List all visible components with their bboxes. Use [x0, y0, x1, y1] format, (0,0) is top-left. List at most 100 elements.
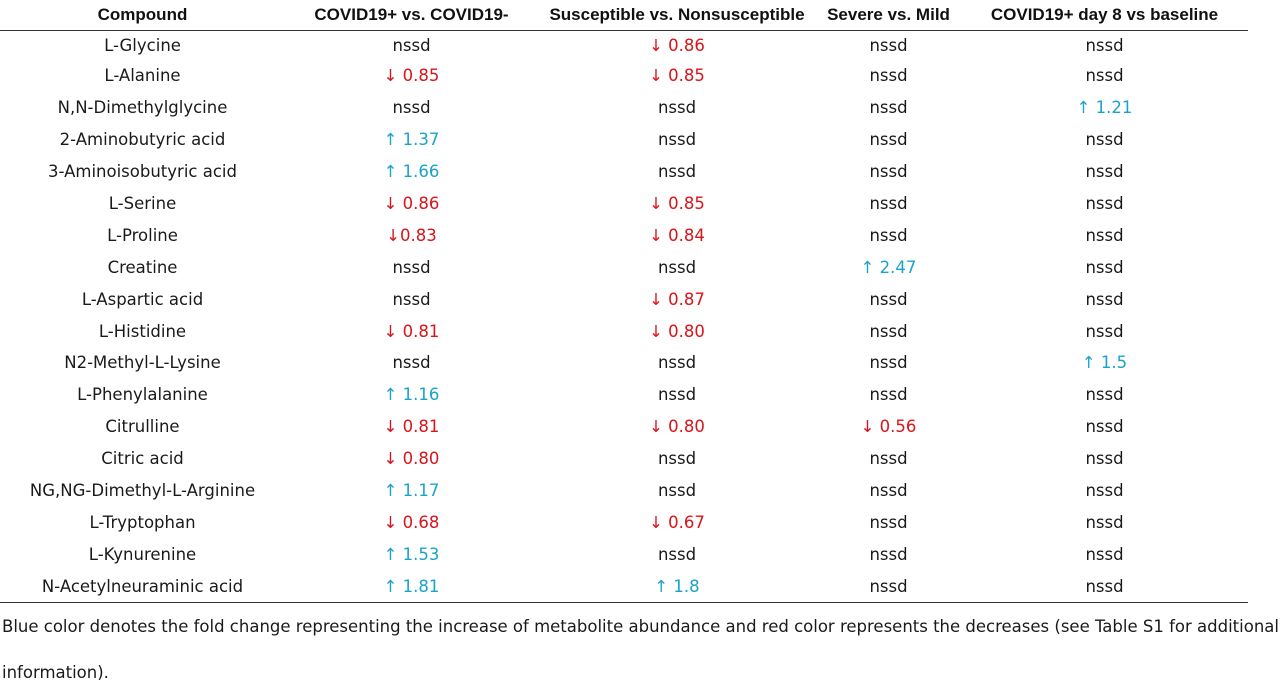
not-significant-cell: nssd [392, 36, 431, 55]
fold-change-decrease-cell: ↓0.83 [386, 225, 437, 245]
fold-change-decrease-cell: ↓ 0.68 [383, 512, 440, 532]
compound-name-cell: L-Tryptophan [89, 512, 196, 532]
table-row: N-Acetylneuraminic acid ↑ 1.81 ↑ 1.8 nssd ns… [0, 570, 1248, 603]
table-row: Citric acid ↓ 0.80 nssd nssd nssd [0, 443, 1248, 475]
fold-change-decrease-cell: ↓ 0.85 [649, 66, 705, 86]
not-significant-cell: nssd [1085, 225, 1124, 245]
table-row: L-Tryptophan ↓ 0.68 ↓ 0.67 nssd nssd [0, 506, 1248, 538]
not-significant-cell: nssd [1085, 576, 1124, 596]
compound-name-cell: L-Phenylalanine [77, 385, 208, 405]
not-significant-cell: nssd [869, 321, 908, 341]
not-significant-cell: nssd [869, 289, 908, 309]
fold-change-decrease-cell: ↓ 0.80 [649, 417, 705, 437]
fold-change-increase-cell: ↑ 1.66 [383, 162, 440, 182]
fold-change-decrease-cell: ↓ 0.85 [649, 194, 705, 213]
column-header-0: Compound [0, 0, 285, 31]
fold-change-decrease-cell: ↓ 0.80 [649, 321, 705, 341]
fold-change-increase-cell: ↑ 1.17 [383, 481, 440, 501]
not-significant-cell: nssd [392, 257, 431, 277]
not-significant-cell: nssd [869, 36, 908, 55]
table-row: N,N-Dimethylglycine nssd nssd nssd ↑ 1.21 [0, 92, 1248, 124]
not-significant-cell: nssd [869, 576, 908, 596]
not-significant-cell: nssd [1085, 385, 1124, 405]
fold-change-decrease-cell: ↓ 0.81 [383, 321, 440, 341]
not-significant-cell: nssd [869, 98, 908, 118]
not-significant-cell: nssd [869, 194, 908, 213]
compound-name-cell: Creatine [107, 257, 178, 277]
fold-change-increase-cell: ↑ 1.37 [383, 130, 440, 150]
compound-name-cell: L-Kynurenine [88, 544, 197, 564]
table-row: 2-Aminobutyric acid ↑ 1.37 nssd nssd nssd [0, 124, 1248, 156]
not-significant-cell: nssd [392, 353, 431, 373]
compound-name-cell: L-Histidine [98, 321, 187, 341]
not-significant-cell: nssd [869, 544, 908, 564]
not-significant-cell: nssd [1085, 417, 1124, 437]
compound-name-cell: L-Alanine [104, 66, 181, 86]
fold-change-decrease-cell: ↓ 0.85 [383, 66, 440, 86]
not-significant-cell: nssd [657, 98, 697, 118]
table-row: Citrulline ↓ 0.81 ↓ 0.80 ↓ 0.56 nssd [0, 411, 1248, 443]
table-row: 3-Aminoisobutyric acid ↑ 1.66 nssd nssd nssd [0, 156, 1248, 188]
table-row: N2-Methyl-L-Lysine nssd nssd nssd ↑ 1.5 [0, 347, 1248, 379]
not-significant-cell: nssd [1085, 162, 1124, 182]
not-significant-cell: nssd [869, 481, 908, 501]
not-significant-cell: nssd [1085, 449, 1124, 469]
not-significant-cell: nssd [657, 162, 697, 182]
not-significant-cell: nssd [657, 481, 697, 501]
not-significant-cell: nssd [392, 98, 431, 118]
compound-name-cell: L-Serine [108, 194, 177, 213]
not-significant-cell: nssd [657, 385, 697, 405]
not-significant-cell: nssd [1085, 130, 1124, 150]
not-significant-cell: nssd [869, 66, 908, 86]
fold-change-increase-cell: ↑ 1.53 [383, 544, 440, 564]
table-row: L-Phenylalanine ↑ 1.16 nssd nssd nssd [0, 379, 1248, 411]
column-header-1: COVID19+ vs. COVID19- [285, 0, 538, 31]
table-row: L-Serine ↓ 0.86 ↓ 0.85 nssd nssd [0, 188, 1248, 220]
table-header-row: Compound COVID19+ vs. COVID19- Susceptible… [0, 0, 1248, 31]
compound-name-cell: N,N-Dimethylglycine [57, 98, 228, 118]
not-significant-cell: nssd [657, 449, 697, 469]
not-significant-cell: nssd [657, 544, 697, 564]
compound-name-cell: L-Aspartic acid [81, 289, 204, 309]
not-significant-cell: nssd [392, 289, 431, 309]
not-significant-cell: nssd [869, 130, 908, 150]
fold-change-decrease-cell: ↓ 0.81 [383, 417, 440, 437]
compound-name-cell: L-Glycine [104, 36, 181, 55]
not-significant-cell: nssd [657, 130, 697, 150]
fold-change-decrease-cell: ↓ 0.84 [649, 225, 705, 245]
not-significant-cell: nssd [1085, 66, 1124, 86]
fold-change-increase-cell: ↑ 1.21 [1076, 98, 1133, 118]
not-significant-cell: nssd [869, 353, 908, 373]
table-row: NG,NG-Dimethyl-L-Arginine ↑ 1.17 nssd nssd n… [0, 475, 1248, 507]
not-significant-cell: nssd [1085, 289, 1124, 309]
fold-change-decrease-cell: ↓ 0.80 [383, 449, 440, 469]
fold-change-decrease-cell: ↓ 0.67 [649, 512, 705, 532]
not-significant-cell: nssd [869, 162, 908, 182]
compound-name-cell: N-Acetylneuraminic acid [41, 576, 244, 596]
fold-change-increase-cell: ↑ 1.16 [383, 385, 440, 405]
not-significant-cell: nssd [1085, 36, 1124, 55]
fold-change-decrease-cell: ↓ 0.56 [860, 417, 917, 437]
table-row: L-Proline ↓0.83 ↓ 0.84 nssd nssd [0, 219, 1248, 251]
not-significant-cell: nssd [1085, 512, 1124, 532]
not-significant-cell: nssd [869, 512, 908, 532]
fold-change-decrease-cell: ↓ 0.86 [383, 194, 440, 213]
table-body: L-Glycine nssd ↓ 0.86 nssd nssd L-Alanine ↓ 0.… [0, 31, 1248, 603]
compound-name-cell: 3-Aminoisobutyric acid [48, 162, 237, 182]
table-footnote: Blue color denotes the fold change repre… [2, 617, 1279, 682]
table-row: L-Glycine nssd ↓ 0.86 nssd nssd [0, 31, 1248, 61]
compound-name-cell: Citric acid [101, 449, 184, 469]
not-significant-cell: nssd [869, 449, 908, 469]
fold-change-increase-cell: ↑ 1.81 [383, 576, 440, 596]
not-significant-cell: nssd [657, 353, 697, 373]
table-row: L-Histidine ↓ 0.81 ↓ 0.80 nssd nssd [0, 315, 1248, 347]
fold-change-decrease-cell: ↓ 0.87 [649, 289, 705, 309]
table-row: L-Alanine ↓ 0.85 ↓ 0.85 nssd nssd [0, 60, 1248, 92]
fold-change-increase-cell: ↑ 2.47 [860, 257, 917, 277]
column-header-4: COVID19+ day 8 vs baseline [961, 0, 1248, 31]
compound-name-cell: N2-Methyl-L-Lysine [64, 353, 221, 373]
compound-name-cell: Citrulline [105, 417, 180, 437]
table-row: Creatine nssd nssd ↑ 2.47 nssd [0, 251, 1248, 283]
fold-change-increase-cell: ↑ 1.8 [654, 576, 700, 596]
table-row: L-Kynurenine ↑ 1.53 nssd nssd nssd [0, 538, 1248, 570]
